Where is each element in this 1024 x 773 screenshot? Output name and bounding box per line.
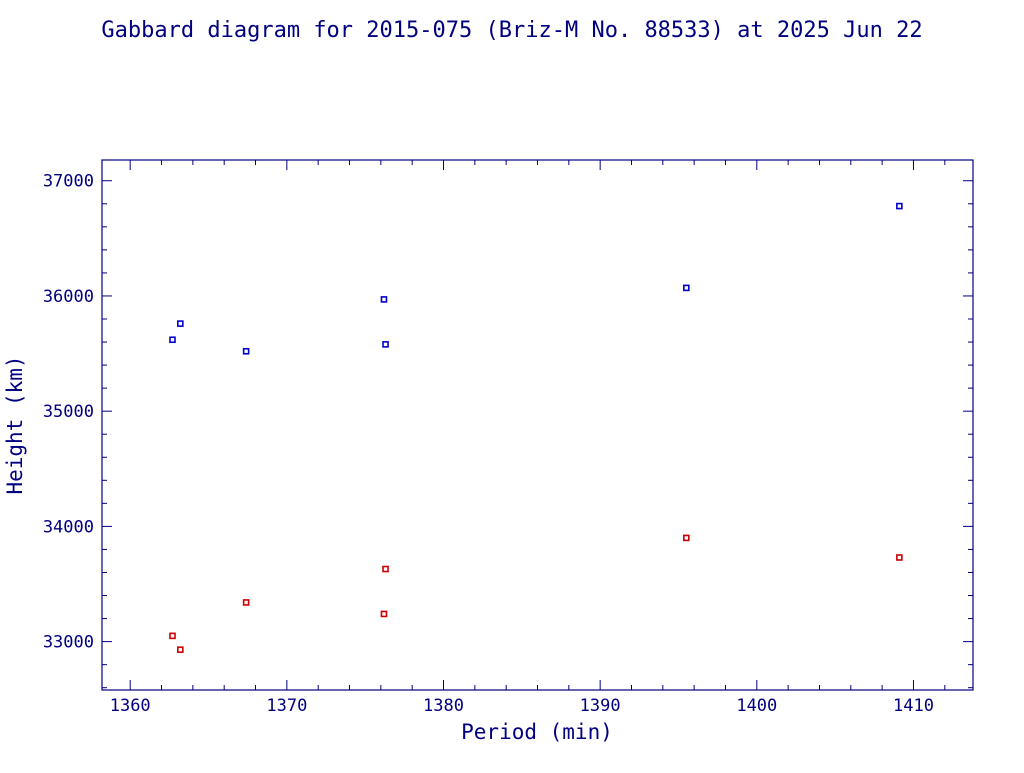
data-points	[169, 202, 903, 653]
perigee-point	[242, 599, 250, 606]
y-axis-label: Height (km)	[3, 355, 27, 494]
chart-title: Gabbard diagram for 2015-075 (Briz-M No.…	[101, 18, 922, 43]
y-tick-label: 37000	[43, 172, 94, 192]
x-axis-label: Period (min)	[461, 720, 613, 744]
tick-labels: 1360 1370 1380 1390 1400 1410 33000 34000 35000 3…	[43, 172, 934, 716]
apogee-point	[380, 296, 388, 303]
x-tick-label: 1370	[266, 696, 307, 716]
x-tick-label: 1410	[893, 696, 934, 716]
x-tick-label: 1390	[580, 696, 621, 716]
axis-ticks	[102, 160, 973, 690]
apogee-point	[242, 347, 250, 355]
perigee-point	[896, 554, 903, 561]
apogee-point	[683, 284, 690, 292]
perigee-point	[177, 646, 184, 653]
perigee-point	[380, 610, 388, 618]
x-tick-label: 1360	[110, 696, 151, 716]
plot-frame	[101, 159, 974, 691]
perigee-point	[683, 534, 690, 542]
x-tick-label: 1380	[423, 696, 464, 716]
y-tick-label: 34000	[43, 517, 94, 537]
y-tick-label: 33000	[43, 633, 94, 653]
apogee-point	[382, 341, 389, 348]
y-tick-label: 36000	[43, 287, 94, 307]
perigee-point	[169, 632, 176, 640]
apogee-point	[177, 320, 184, 327]
x-tick-label: 1400	[736, 696, 777, 716]
y-tick-label: 35000	[43, 402, 94, 422]
perigee-point	[382, 565, 389, 573]
apogee-point	[169, 336, 176, 344]
apogee-point	[896, 202, 903, 210]
